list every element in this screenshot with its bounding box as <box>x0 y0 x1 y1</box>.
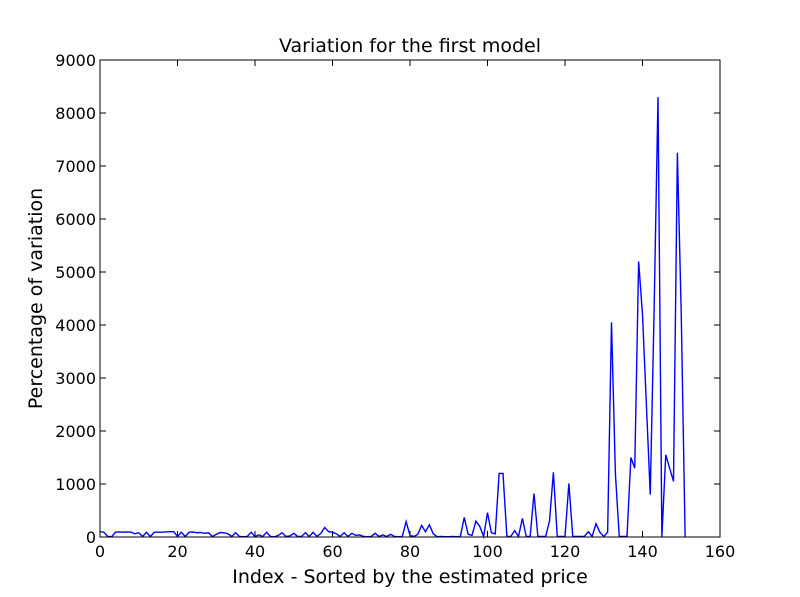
x-tick-label: 160 <box>705 542 736 561</box>
y-tick-label: 5000 <box>55 263 96 282</box>
y-tick-label: 1000 <box>55 475 96 494</box>
series-line <box>99 97 686 540</box>
plot-area <box>99 59 721 540</box>
x-tick-label: 0 <box>95 542 105 561</box>
y-tick-label: 9000 <box>55 51 96 70</box>
tick-group: 0 20 40 60 80 100 120 140 160 0 1000 2000 3000 4000 50… <box>55 51 735 561</box>
y-tick-label: 3000 <box>55 369 96 388</box>
x-tick-label: 120 <box>550 542 581 561</box>
y-tick-label: 0 <box>86 528 96 547</box>
x-tick-label: 100 <box>472 542 503 561</box>
plot-frame <box>99 59 721 538</box>
y-tick-label: 6000 <box>55 210 96 229</box>
x-tick-label: 140 <box>627 542 658 561</box>
x-tick-label: 60 <box>322 542 342 561</box>
x-axis-label: Index - Sorted by the estimated price <box>232 566 588 588</box>
chart-title: Variation for the first model <box>279 35 541 57</box>
y-axis-label: Percentage of variation <box>25 188 47 409</box>
x-tick-label: 20 <box>167 542 187 561</box>
x-tick-label: 80 <box>400 542 420 561</box>
y-tick-label: 8000 <box>55 104 96 123</box>
y-tick-label: 2000 <box>55 422 96 441</box>
x-tick-label: 40 <box>245 542 265 561</box>
y-tick-label: 7000 <box>55 157 96 176</box>
y-tick-label: 4000 <box>55 316 96 335</box>
